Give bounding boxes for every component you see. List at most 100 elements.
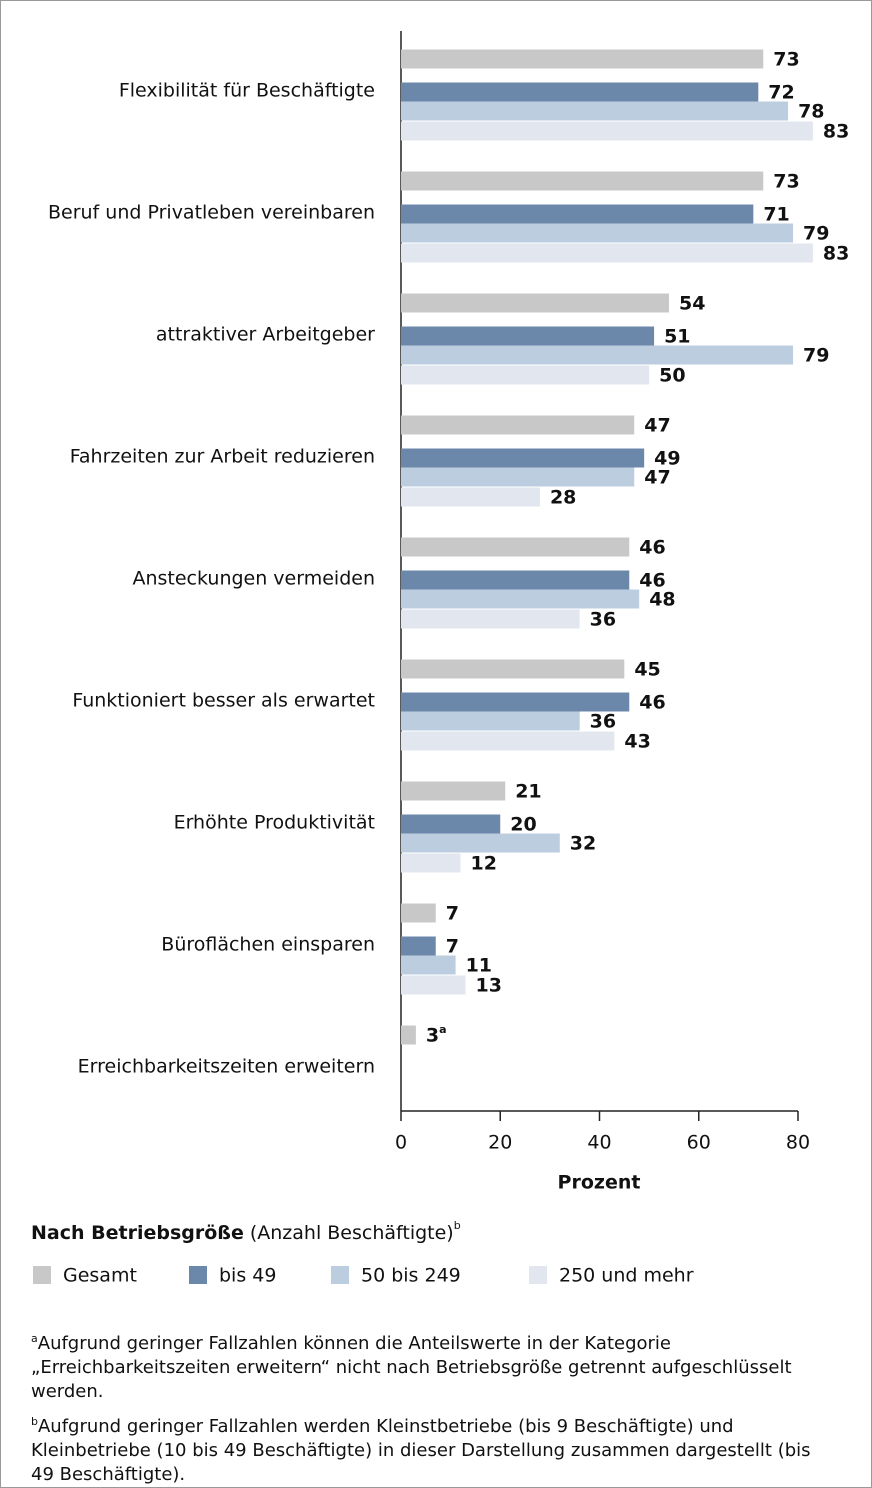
bar: [401, 365, 650, 385]
footnotes: aAufgrund geringer Fallzahlen können die…: [31, 1327, 831, 1487]
legend-title-mark: b: [454, 1219, 461, 1232]
x-tick-label: 80: [786, 1132, 810, 1154]
category-label: Flexibilität für Beschäftigte: [119, 80, 375, 102]
category-label: attraktiver Arbeitgeber: [156, 324, 375, 346]
bar: [401, 781, 506, 801]
value-label: 73: [773, 171, 799, 193]
bar: [401, 49, 764, 69]
value-label: 50: [659, 365, 685, 387]
bar: [401, 345, 794, 365]
chart: 0 20 40 60 80 Prozent Flexibilität für Beschäf…: [31, 31, 849, 1287]
value-label: 73: [773, 49, 799, 71]
category-label: Funktioniert besser als erwartet: [72, 690, 375, 712]
bar: [401, 467, 635, 487]
value-label: 83: [823, 243, 849, 265]
bar: [401, 692, 630, 712]
value-label: 13: [476, 975, 502, 997]
bar: [401, 570, 630, 590]
value-label: 20: [510, 814, 536, 836]
footnote-text: Aufgrund geringer Fallzahlen werden Klei…: [31, 1416, 811, 1485]
value-label: 43: [624, 731, 650, 753]
value-label: 11: [466, 955, 492, 977]
bar: [401, 101, 789, 121]
x-tick-label: 60: [687, 1132, 711, 1154]
bar: [401, 171, 764, 191]
footnote-mark: a: [31, 1332, 38, 1345]
bar: [401, 731, 615, 751]
value-label: 36: [590, 609, 616, 631]
x-tick-label: 0: [395, 1132, 407, 1154]
legend-swatch: [331, 1266, 349, 1284]
value-label: 45: [634, 659, 660, 681]
bar: [401, 903, 436, 923]
legend-label: 250 und mehr: [559, 1265, 694, 1287]
bar: [401, 243, 813, 263]
legend-subtitle: (Anzahl Beschäftigte): [250, 1222, 454, 1244]
value-label: 12: [471, 853, 497, 875]
bar: [401, 415, 635, 435]
value-label: 28: [550, 487, 576, 509]
value-label: 7: [446, 936, 459, 958]
value-label: 46: [639, 570, 665, 592]
value-label: 47: [644, 467, 670, 489]
bar: [401, 326, 655, 346]
value-label: 48: [649, 589, 675, 611]
bar: [401, 833, 560, 853]
value-label: 79: [803, 345, 829, 367]
footnote: bAufgrund geringer Fallzahlen werden Kle…: [31, 1410, 831, 1487]
legend-label: Gesamt: [63, 1265, 137, 1287]
bar: [401, 293, 669, 313]
value-label: 54: [679, 293, 705, 315]
category-label: Fahrzeiten zur Arbeit reduzieren: [70, 446, 375, 468]
legend-title-main: Nach Betriebsgröße: [31, 1222, 244, 1244]
legend-swatch: [33, 1266, 51, 1284]
bar: [401, 814, 501, 834]
value-label: 3a: [426, 1023, 447, 1047]
value-superscript: a: [439, 1023, 446, 1036]
value-label: 72: [768, 82, 794, 104]
bar: [401, 853, 461, 873]
category-label: Ansteckungen vermeiden: [132, 568, 375, 590]
value-label: 36: [590, 711, 616, 733]
bar: [401, 975, 466, 995]
value-label: 32: [570, 833, 596, 855]
legend-swatch: [529, 1266, 547, 1284]
value-label: 46: [639, 692, 665, 714]
bar: [401, 82, 759, 102]
bar: [401, 223, 794, 243]
footnote: aAufgrund geringer Fallzahlen können die…: [31, 1327, 831, 1404]
legend-label: bis 49: [219, 1265, 276, 1287]
value-label: 47: [644, 415, 670, 437]
bar: [401, 589, 640, 609]
category-label: Erreichbarkeitszeiten erweitern: [78, 1056, 375, 1078]
value-label: 46: [639, 537, 665, 559]
bar: [401, 955, 456, 975]
x-tick-label: 40: [587, 1132, 611, 1154]
x-tick-label: 20: [488, 1132, 512, 1154]
legend-swatch: [189, 1266, 207, 1284]
value-label: 49: [654, 448, 680, 470]
bar: [401, 537, 630, 557]
value-label: 7: [446, 903, 459, 925]
footnote-mark: b: [31, 1415, 38, 1428]
value-label: 78: [798, 101, 824, 123]
bar: [401, 659, 625, 679]
bar: [401, 448, 645, 468]
bar: [401, 936, 436, 956]
bar: [401, 609, 580, 629]
bar: [401, 204, 754, 224]
bar: [401, 1025, 416, 1045]
footnote-text: Aufgrund geringer Fallzahlen können die …: [31, 1333, 792, 1402]
bar: [401, 487, 540, 507]
x-axis-label: Prozent: [558, 1172, 641, 1194]
category-label: Erhöhte Produktivität: [174, 812, 375, 834]
legend-label: 50 bis 249: [361, 1265, 461, 1287]
bar: [401, 121, 813, 141]
value-label: 71: [763, 204, 789, 226]
bar: [401, 711, 580, 731]
value-label: 83: [823, 121, 849, 143]
category-label: Büroflächen einsparen: [161, 934, 375, 956]
category-label: Beruf und Privatleben vereinbaren: [48, 202, 375, 224]
legend-title: Nach Betriebsgröße (Anzahl Beschäftigte)b: [31, 1219, 461, 1244]
